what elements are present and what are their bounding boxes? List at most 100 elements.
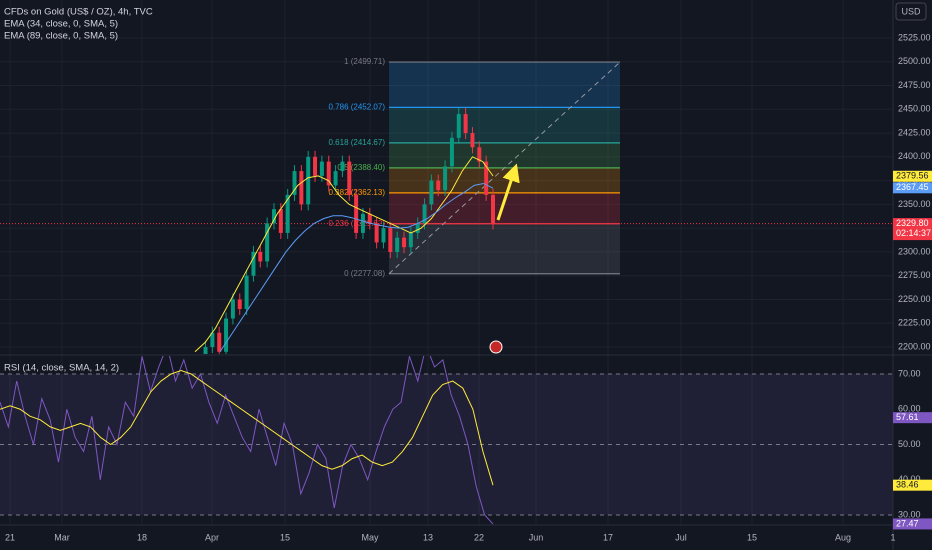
time-label: Aug [835, 532, 851, 542]
candle [326, 161, 331, 186]
time-label: 13 [423, 532, 433, 542]
candle [484, 161, 489, 195]
time-label: 15 [747, 532, 757, 542]
price-tick-label: 2400.00 [898, 151, 931, 161]
rsi-tick-label: 70.00 [898, 368, 921, 378]
price-tick-label: 2350.00 [898, 199, 931, 209]
fib-band [389, 167, 620, 193]
time-label: 21 [5, 532, 15, 542]
indicator-label: EMA (89, close, 0, SMA, 5) [4, 31, 118, 42]
price-tick-label: 2425.00 [898, 127, 931, 137]
rsi-tick-label: 60.00 [898, 404, 921, 414]
ema89-line [219, 182, 494, 353]
candle [347, 161, 352, 195]
candle [251, 251, 256, 276]
fib-band [389, 223, 620, 274]
candle [299, 171, 304, 205]
fib-label: 0.786 (2452.07) [329, 102, 386, 111]
rsi-badge-label: 27.47 [896, 518, 919, 528]
time-label: Jun [529, 532, 544, 542]
price-badge-label: 2379.56 [896, 171, 929, 181]
rsi-badge-label: 38.46 [896, 480, 919, 490]
time-label: 1 [890, 532, 895, 542]
price-tick-label: 2450.00 [898, 104, 931, 114]
rsi-badge [893, 479, 932, 491]
currency-button[interactable] [895, 2, 927, 21]
candle [470, 133, 475, 148]
candle [224, 318, 229, 352]
candle [388, 228, 393, 252]
price-tick-label: 2300.00 [898, 246, 931, 256]
rsi-line [0, 356, 494, 524]
price-tick-label: 2200.00 [898, 341, 931, 351]
price-badge-label: 2329.80 [896, 218, 929, 228]
candle [292, 171, 297, 195]
candle [422, 204, 427, 224]
candle [333, 171, 338, 186]
candle [491, 194, 495, 224]
candle [436, 180, 441, 191]
candle [395, 237, 400, 252]
rsi-tick-label: 50.00 [898, 439, 921, 449]
time-label: 15 [280, 532, 290, 542]
fib-label: 0.382 (2362.13) [329, 188, 386, 197]
time-label: Apr [205, 532, 219, 542]
candle [374, 223, 379, 243]
price-tick-label: 2250.00 [898, 294, 931, 304]
candle [258, 251, 263, 262]
fib-label: 1 (2499.71) [344, 57, 385, 66]
candle [360, 213, 365, 233]
fib-label: 0.618 (2414.67) [329, 138, 386, 147]
fib-label: 0 (2277.08) [344, 269, 385, 278]
rsi-tick-label: 30.00 [898, 509, 921, 519]
price-badge [893, 218, 932, 241]
time-label: Jul [675, 532, 687, 542]
candle [456, 114, 461, 138]
candle [449, 137, 454, 167]
currency-label[interactable]: USD [901, 6, 921, 16]
candle [278, 209, 283, 233]
candle [203, 347, 208, 354]
candle [210, 332, 215, 348]
annotation-arrow [496, 163, 520, 221]
rsi-title: RSI (14, close, SMA, 14, 2) [4, 363, 119, 374]
price-tick-label: 2275.00 [898, 270, 931, 280]
candle [271, 209, 276, 224]
rsi-badge-label: 57.61 [896, 412, 919, 422]
candle [244, 275, 249, 309]
price-badge [893, 170, 932, 182]
time-label: 17 [603, 532, 613, 542]
candle [381, 228, 386, 243]
event-icon[interactable] [489, 340, 503, 354]
candle [367, 213, 372, 224]
rsi-sma-line [0, 369, 494, 486]
time-label: May [361, 532, 379, 542]
time-label: 18 [137, 532, 147, 542]
rsi-badge [893, 518, 932, 530]
fib-band [389, 107, 620, 143]
candle [402, 237, 407, 248]
rsi-tick-label: 40.00 [898, 474, 921, 484]
candle [306, 156, 311, 205]
fib-label: 0.5 (2388.40) [337, 163, 385, 172]
candle [285, 194, 290, 233]
indicator-label: EMA (34, close, 0, SMA, 5) [4, 19, 118, 30]
candle [477, 147, 482, 162]
candle [340, 161, 345, 172]
symbol-title: CFDs on Gold (US$ / OZ), 4h, TVC [4, 7, 153, 18]
candle [354, 194, 359, 233]
candle [319, 161, 324, 176]
candle [408, 232, 413, 248]
candle [415, 223, 420, 233]
ema34-line [194, 156, 494, 353]
countdown-label: 02:14:37 [896, 228, 931, 238]
price-badge-label: 2367.45 [896, 182, 929, 192]
candle [443, 166, 448, 191]
time-label: Mar [54, 532, 70, 542]
candle [237, 299, 242, 309]
candle [217, 332, 222, 352]
fib-band [389, 62, 620, 108]
price-tick-label: 2500.00 [898, 56, 931, 66]
